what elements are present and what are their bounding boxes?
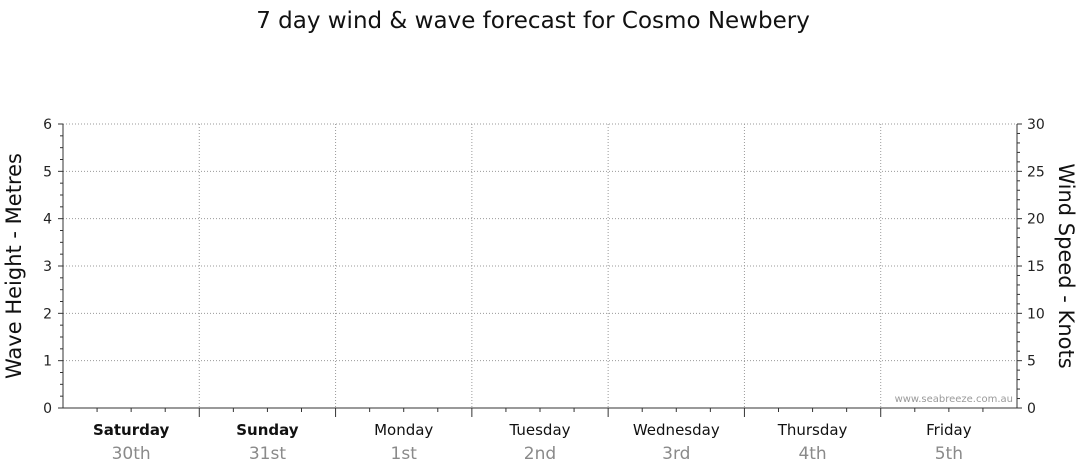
- left-tick-label: 5: [43, 164, 52, 180]
- y-axis-label-left: Wave Height - Metres: [2, 153, 26, 379]
- day-name-label: Friday: [926, 421, 972, 439]
- day-name-label: Wednesday: [633, 421, 720, 439]
- day-name-label: Saturday: [93, 421, 170, 439]
- left-tick-label: 3: [43, 259, 52, 275]
- day-name-label: Thursday: [777, 421, 848, 439]
- right-tick-label: 30: [1027, 117, 1045, 133]
- day-date-label: 4th: [798, 444, 826, 464]
- right-tick-label: 25: [1027, 164, 1045, 180]
- right-tick-label: 10: [1027, 306, 1045, 322]
- grid: [63, 123, 1017, 408]
- right-tick-label: 0: [1027, 401, 1036, 417]
- right-axis-ticks: 0 5 10 15 20 25 30: [1017, 117, 1045, 417]
- left-tick-label: 6: [43, 117, 52, 133]
- day-date-label: 2nd: [524, 444, 556, 464]
- watermark: www.seabreeze.com.au: [895, 394, 1013, 405]
- right-tick-label: 20: [1027, 212, 1045, 228]
- left-tick-label: 0: [43, 401, 52, 417]
- left-tick-label: 1: [43, 354, 52, 370]
- day-labels: Saturday 30th Sunday 31st Monday 1st Tuesday 2n…: [93, 421, 972, 464]
- chart-title: 7 day wind & wave forecast for Cosmo New…: [256, 8, 810, 34]
- left-tick-label: 2: [43, 306, 52, 322]
- day-date-label: 31st: [249, 444, 286, 464]
- left-tick-label: 4: [43, 212, 52, 228]
- day-name-label: Sunday: [236, 421, 299, 439]
- right-tick-label: 15: [1027, 259, 1045, 275]
- y-axis-label-right: Wind Speed - Knots: [1054, 163, 1078, 368]
- day-date-label: 5th: [935, 444, 963, 464]
- right-tick-label: 5: [1027, 354, 1036, 370]
- left-axis-ticks: 0 1 2 3 4 5 6: [43, 117, 63, 417]
- day-name-label: Tuesday: [508, 421, 570, 439]
- day-date-label: 30th: [112, 444, 151, 464]
- day-date-label: 1st: [391, 444, 418, 464]
- day-name-label: Monday: [374, 421, 433, 439]
- axes: [62, 124, 1018, 417]
- day-date-label: 3rd: [662, 444, 690, 464]
